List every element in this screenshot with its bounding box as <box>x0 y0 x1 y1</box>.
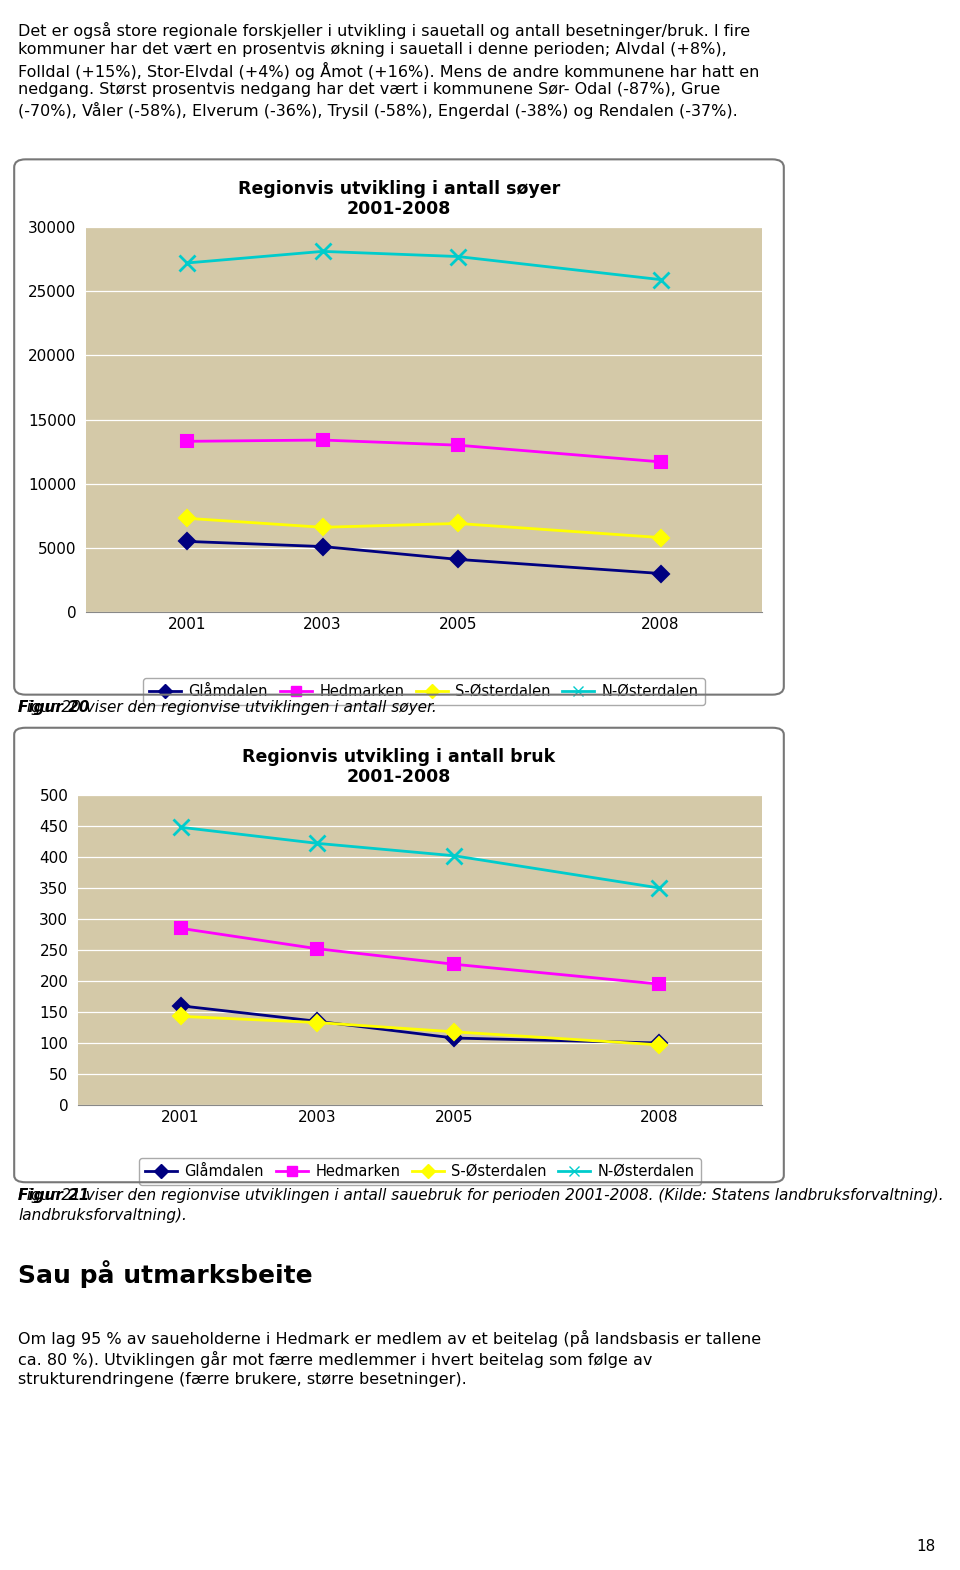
Legend: Glåmdalen, Hedmarken, S-Østerdalen, N-Østerdalen: Glåmdalen, Hedmarken, S-Østerdalen, N-Øs… <box>143 678 705 705</box>
Text: Figur 20: Figur 20 <box>18 700 89 714</box>
Text: Regionvis utvikling i antall søyer: Regionvis utvikling i antall søyer <box>238 181 560 198</box>
Text: 2001-2008: 2001-2008 <box>347 199 451 218</box>
Text: Folldal (+15%), Stor-Elvdal (+4%) og Åmot (+16%). Mens de andre kommunene har ha: Folldal (+15%), Stor-Elvdal (+4%) og Åmo… <box>18 61 759 80</box>
Line: Hedmarken: Hedmarken <box>181 435 666 468</box>
N-Østerdalen <box>655 270 666 289</box>
Hedmarken <box>312 939 324 958</box>
N-Østerdalen <box>654 879 665 898</box>
Text: landbruksforvaltning).: landbruksforvaltning). <box>18 1207 187 1223</box>
Glåmdalen <box>452 550 464 568</box>
Text: kommuner har det vært en prosentvis økning i sauetall i denne perioden; Alvdal (: kommuner har det vært en prosentvis økni… <box>18 42 727 57</box>
Text: Sau på utmarksbeite: Sau på utmarksbeite <box>18 1261 313 1287</box>
Text: 18: 18 <box>917 1539 936 1554</box>
Line: Glåmdalen: Glåmdalen <box>175 1000 665 1049</box>
Glåmdalen <box>181 532 193 551</box>
Text: Det er også store regionale forskjeller i utvikling i sauetall og antall besetni: Det er også store regionale forskjeller … <box>18 22 750 39</box>
Hedmarken <box>181 432 193 451</box>
Text: Figur 21: Figur 21 <box>18 1188 89 1203</box>
S-Østerdalen <box>175 1006 186 1025</box>
S-Østerdalen <box>655 528 666 546</box>
Text: strukturendringene (færre brukere, større besetninger).: strukturendringene (færre brukere, størr… <box>18 1372 467 1386</box>
Glåmdalen <box>655 564 666 582</box>
Hedmarken <box>317 430 328 449</box>
Text: Figur 20 viser den regionvise utviklingen i antall søyer.: Figur 20 viser den regionvise utviklinge… <box>18 700 437 714</box>
N-Østerdalen <box>181 253 193 272</box>
Text: Figur 21 viser den regionvise utviklingen i antall sauebruk for perioden 2001-20: Figur 21 viser den regionvise utviklinge… <box>18 1188 944 1203</box>
N-Østerdalen <box>317 242 328 261</box>
S-Østerdalen <box>181 509 193 528</box>
S-Østerdalen <box>654 1036 665 1055</box>
Line: S-Østerdalen: S-Østerdalen <box>175 1011 665 1050</box>
Text: ca. 80 %). Utviklingen går mot færre medlemmer i hvert beitelag som følge av: ca. 80 %). Utviklingen går mot færre med… <box>18 1352 653 1367</box>
Line: N-Østerdalen: N-Østerdalen <box>180 243 668 287</box>
S-Østerdalen <box>448 1022 460 1041</box>
Hedmarken <box>654 975 665 994</box>
Glåmdalen <box>317 537 328 556</box>
Text: nedgang. Størst prosentvis nedgang har det vært i kommunene Sør- Odal (-87%), Gr: nedgang. Størst prosentvis nedgang har d… <box>18 82 720 97</box>
Glåmdalen <box>175 997 186 1016</box>
Text: 2001-2008: 2001-2008 <box>347 768 451 787</box>
Hedmarken <box>452 436 464 455</box>
Hedmarken <box>175 918 186 937</box>
Hedmarken <box>655 452 666 471</box>
Glåmdalen <box>448 1028 460 1047</box>
N-Østerdalen <box>175 818 186 837</box>
Text: Om lag 95 % av saueholderne i Hedmark er medlem av et beitelag (på landsbasis er: Om lag 95 % av saueholderne i Hedmark er… <box>18 1330 761 1347</box>
N-Østerdalen <box>452 246 464 265</box>
Line: N-Østerdalen: N-Østerdalen <box>173 820 667 895</box>
Text: Regionvis utvikling i antall bruk: Regionvis utvikling i antall bruk <box>243 747 556 766</box>
Glåmdalen <box>654 1033 665 1052</box>
Hedmarken <box>448 955 460 973</box>
Glåmdalen <box>312 1013 324 1031</box>
S-Østerdalen <box>312 1013 324 1031</box>
N-Østerdalen <box>448 846 460 865</box>
Line: Hedmarken: Hedmarken <box>175 923 665 989</box>
N-Østerdalen <box>312 834 324 853</box>
S-Østerdalen <box>317 518 328 537</box>
Legend: Glåmdalen, Hedmarken, S-Østerdalen, N-Østerdalen: Glåmdalen, Hedmarken, S-Østerdalen, N-Øs… <box>139 1157 701 1184</box>
Text: (-70%), Våler (-58%), Elverum (-36%), Trysil (-58%), Engerdal (-38%) og Rendalen: (-70%), Våler (-58%), Elverum (-36%), Tr… <box>18 102 737 119</box>
S-Østerdalen <box>452 513 464 532</box>
Line: S-Østerdalen: S-Østerdalen <box>181 513 666 543</box>
Line: Glåmdalen: Glåmdalen <box>181 535 666 579</box>
